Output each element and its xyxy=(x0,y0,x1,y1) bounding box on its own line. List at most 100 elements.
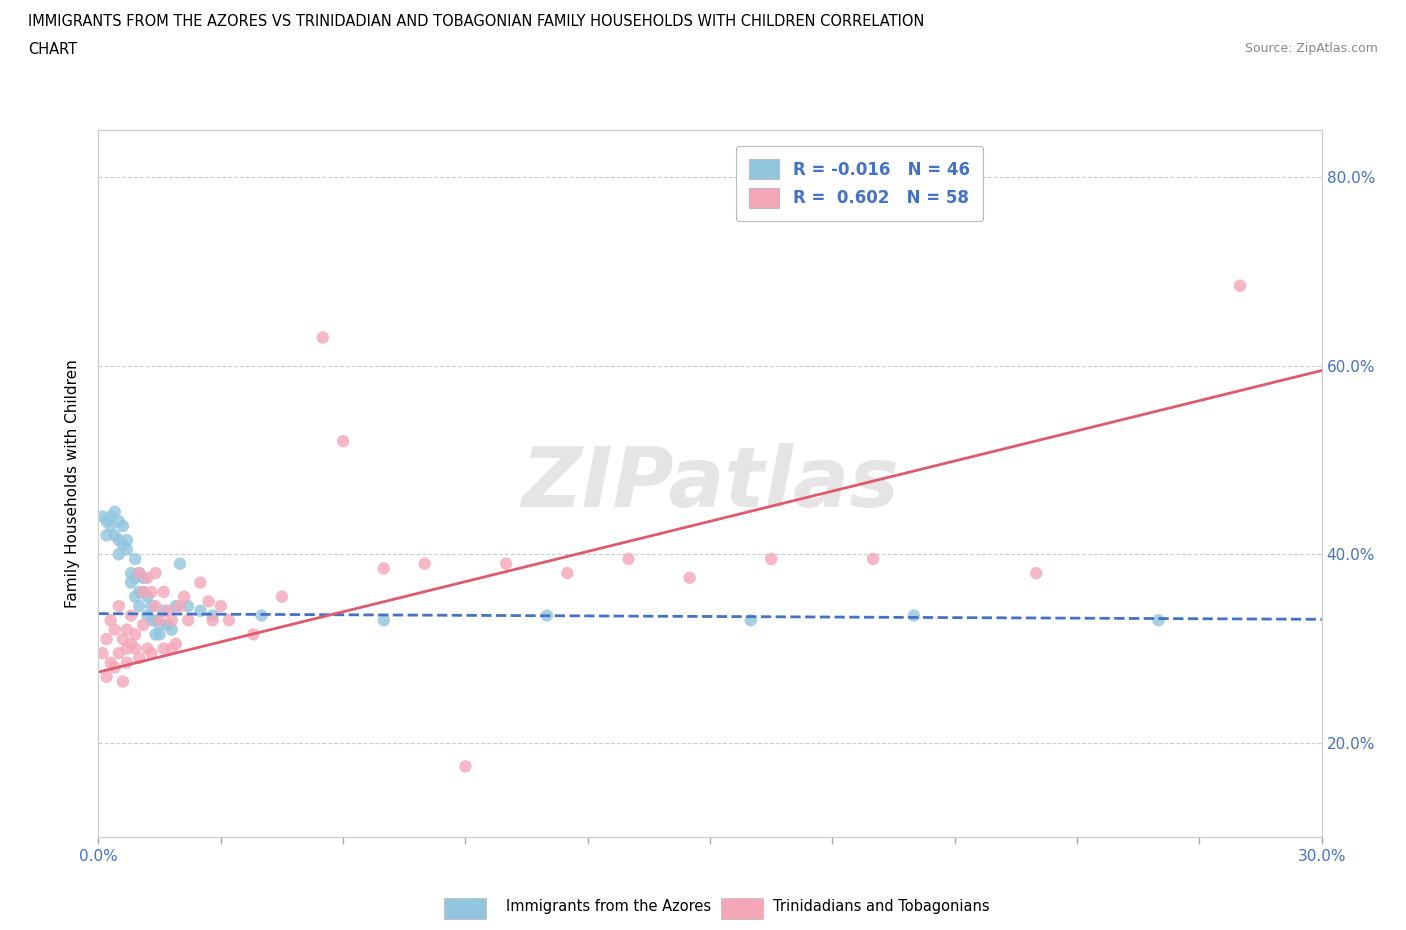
Point xyxy=(136,641,159,656)
Point xyxy=(209,599,232,614)
Point xyxy=(149,627,172,642)
Text: IMMIGRANTS FROM THE AZORES VS TRINIDADIAN AND TOBAGONIAN FAMILY HOUSEHOLDS WITH : IMMIGRANTS FROM THE AZORES VS TRINIDADIA… xyxy=(28,14,925,29)
Point xyxy=(740,613,762,628)
Point xyxy=(115,542,138,557)
Point xyxy=(160,622,183,637)
Point xyxy=(100,519,122,534)
Point xyxy=(108,599,131,614)
Point xyxy=(197,594,219,609)
Point xyxy=(373,561,395,576)
Point xyxy=(242,627,264,642)
Point xyxy=(149,618,172,632)
Point xyxy=(111,519,134,534)
Point xyxy=(100,509,122,524)
Point xyxy=(165,636,187,651)
Point xyxy=(128,565,150,580)
Point xyxy=(679,570,702,585)
Point xyxy=(141,645,163,660)
Point xyxy=(557,565,579,580)
Point xyxy=(124,627,146,642)
Point xyxy=(156,618,179,632)
Point xyxy=(100,656,122,671)
Point xyxy=(100,613,122,628)
Point xyxy=(454,759,477,774)
Point xyxy=(332,433,354,448)
Point xyxy=(124,590,146,604)
Point xyxy=(201,608,224,623)
Point xyxy=(903,608,925,623)
Text: Immigrants from the Azores: Immigrants from the Azores xyxy=(506,899,711,914)
Point xyxy=(96,670,118,684)
Point xyxy=(124,551,146,566)
Point xyxy=(104,528,127,543)
Point xyxy=(413,556,436,571)
Point xyxy=(132,570,155,585)
Point xyxy=(165,599,187,614)
Point xyxy=(160,641,183,656)
Point xyxy=(128,650,150,665)
Point xyxy=(141,599,163,614)
Point xyxy=(495,556,517,571)
Text: ZIPatlas: ZIPatlas xyxy=(522,443,898,525)
Point xyxy=(141,585,163,600)
Point xyxy=(156,604,179,618)
Point xyxy=(173,590,195,604)
Point xyxy=(145,599,167,614)
Point xyxy=(201,613,224,628)
Point xyxy=(152,604,174,618)
Point xyxy=(1229,278,1251,293)
Point xyxy=(108,645,131,660)
Text: Source: ZipAtlas.com: Source: ZipAtlas.com xyxy=(1244,42,1378,55)
Point xyxy=(1147,613,1170,628)
Text: Trinidadians and Tobagonians: Trinidadians and Tobagonians xyxy=(773,899,990,914)
Point xyxy=(115,533,138,548)
Point xyxy=(218,613,240,628)
Point xyxy=(250,608,273,623)
Point xyxy=(96,514,118,529)
Point xyxy=(152,585,174,600)
Text: CHART: CHART xyxy=(28,42,77,57)
Legend: R = -0.016   N = 46, R =  0.602   N = 58: R = -0.016 N = 46, R = 0.602 N = 58 xyxy=(735,146,983,221)
Point xyxy=(115,656,138,671)
Point xyxy=(145,613,167,628)
Point xyxy=(177,599,200,614)
Point xyxy=(120,636,142,651)
Point xyxy=(104,622,127,637)
Point xyxy=(91,509,114,524)
Point xyxy=(145,565,167,580)
Point xyxy=(177,613,200,628)
Point xyxy=(152,641,174,656)
Point xyxy=(108,514,131,529)
Point xyxy=(136,590,159,604)
Point xyxy=(132,618,155,632)
Point xyxy=(136,570,159,585)
Point xyxy=(120,608,142,623)
Point xyxy=(124,641,146,656)
Point xyxy=(862,551,884,566)
Point xyxy=(149,613,172,628)
Point xyxy=(312,330,335,345)
Point xyxy=(120,565,142,580)
Y-axis label: Family Households with Children: Family Households with Children xyxy=(65,359,80,608)
Point xyxy=(108,533,131,548)
Point xyxy=(91,645,114,660)
Point xyxy=(124,570,146,585)
Point xyxy=(1025,565,1047,580)
Point xyxy=(128,599,150,614)
Point xyxy=(373,613,395,628)
Point xyxy=(108,547,131,562)
Point xyxy=(145,627,167,642)
Point xyxy=(188,604,212,618)
Point xyxy=(536,608,558,623)
Point xyxy=(111,538,134,552)
Point xyxy=(270,590,294,604)
Point xyxy=(160,613,183,628)
Point xyxy=(115,622,138,637)
Point xyxy=(188,575,212,590)
Point xyxy=(128,565,150,580)
Point xyxy=(120,575,142,590)
Point xyxy=(104,660,127,675)
Point xyxy=(761,551,783,566)
Point xyxy=(104,504,127,519)
Point xyxy=(111,631,134,646)
